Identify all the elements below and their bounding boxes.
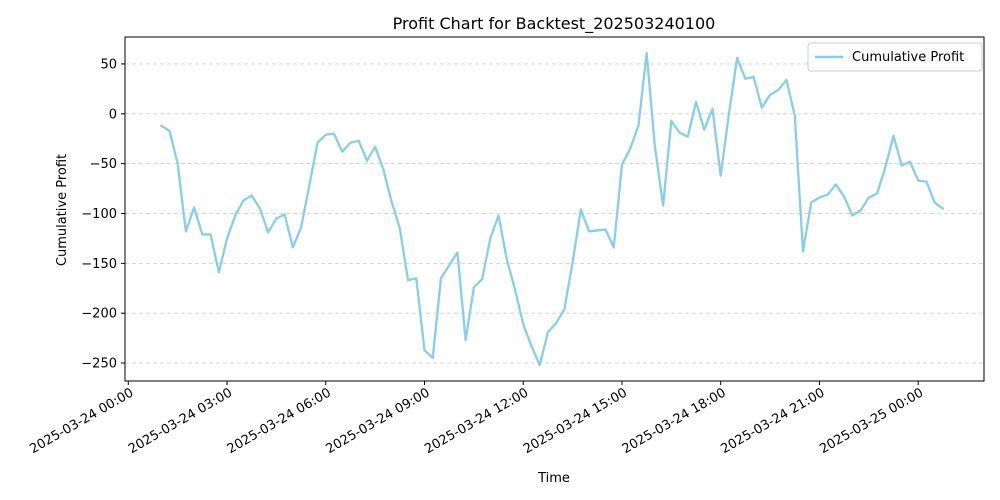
y-axis: 50 0 −50 −100 −150 −200 −250: [81, 57, 125, 372]
x-tick-label: 2025-03-24 00:00: [27, 385, 136, 457]
legend-box: [807, 42, 983, 72]
legend-label: Cumulative Profit: [852, 50, 964, 65]
grid-lines: [125, 63, 984, 364]
plot-frame: [124, 36, 985, 382]
chart-title: Profit Chart for Backtest_202503240100: [393, 14, 716, 34]
y-tick-label: −250: [81, 357, 117, 372]
x-axis-label: Time: [537, 471, 570, 486]
x-tick-label: 2025-03-24 03:00: [126, 385, 235, 457]
x-tick-label: 2025-03-24 18:00: [620, 385, 729, 457]
x-tick-label: 2025-03-24 15:00: [521, 385, 630, 457]
y-tick-label: −150: [81, 257, 117, 272]
y-tick-label: 50: [100, 57, 117, 72]
x-tick-label: 2025-03-24 21:00: [718, 385, 827, 457]
x-tick-label: 2025-03-24 12:00: [422, 385, 531, 457]
series-line-cumulative-profit: [160, 51, 945, 367]
y-tick-label: 0: [109, 107, 117, 122]
x-tick-label: 2025-03-24 09:00: [324, 385, 433, 457]
y-tick-label: −100: [81, 207, 117, 222]
y-tick-label: −50: [90, 157, 117, 172]
legend: Cumulative Profit: [807, 42, 983, 72]
x-tick-label: 2025-03-24 06:00: [225, 385, 334, 457]
x-tick-label: 2025-03-25 00:00: [817, 385, 926, 457]
y-tick-label: −200: [81, 307, 117, 322]
series-layer: [160, 51, 945, 367]
y-axis-label: Cumulative Profit: [55, 154, 70, 266]
